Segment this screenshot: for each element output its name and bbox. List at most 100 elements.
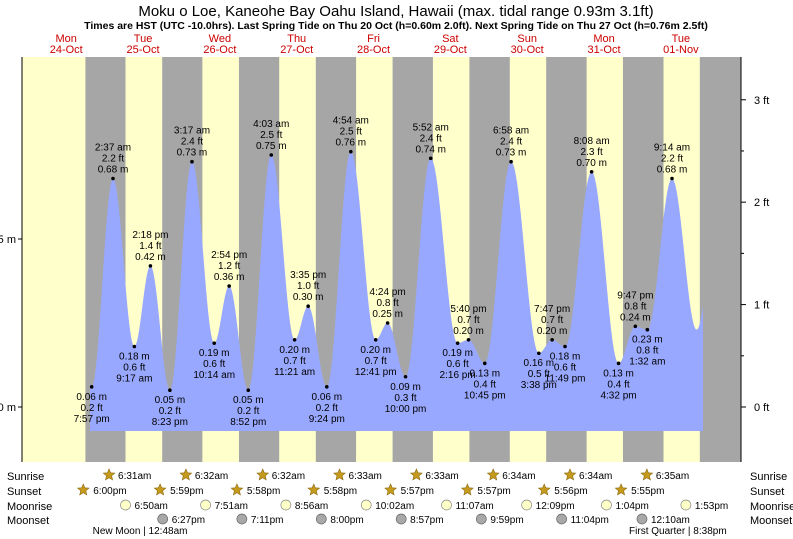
tide-point: [349, 149, 353, 154]
date-label: 26-Oct: [203, 44, 236, 56]
tide-water-area: [90, 151, 703, 431]
tide-point: [550, 338, 554, 342]
day-of-week-label: Sat: [442, 33, 459, 45]
tide-label-time: 11:49 pm: [545, 374, 586, 385]
tide-label-m: 0.13 m: [469, 368, 500, 379]
tide-label-m: 0.68 m: [657, 165, 688, 176]
tide-label-m: 0.13 m: [603, 368, 634, 379]
moonset-icon: [636, 513, 648, 525]
tide-point: [168, 388, 172, 393]
tide-label-ft: 2.2 ft: [661, 154, 683, 165]
day-of-week-label: Mon: [593, 33, 614, 45]
tide-point: [89, 385, 94, 389]
moon-phase-label: New Moon | 12:48am: [93, 526, 188, 537]
tide-label-m: 0.19 m: [442, 348, 473, 359]
moonrise-time: 8:56am: [295, 501, 328, 512]
tide-label-ft: 0.6 ft: [203, 359, 225, 370]
sunset-icon: [153, 483, 167, 496]
tide-label-ft: 2.4 ft: [420, 133, 442, 144]
tide-label-time: 4:32 pm: [600, 390, 636, 401]
date-label: 28-Oct: [357, 44, 390, 56]
moonset-time: 6:27pm: [172, 515, 205, 526]
moonset-icon: [475, 513, 487, 525]
tide-label-ft: 0.2 ft: [159, 406, 181, 417]
day-labels: Mon24-OctTue25-OctWed26-OctThu27-OctFri2…: [50, 33, 699, 56]
sunrise-time: 6:33am: [425, 471, 458, 482]
tide-label-ft: 0.6 ft: [123, 363, 145, 374]
tide-label-ft: 1.2 ft: [218, 261, 240, 272]
tide-label-ft: 0.4 ft: [607, 379, 629, 390]
tide-label-ft: 2.2 ft: [102, 154, 124, 165]
sunset-time: 5:58pm: [324, 486, 357, 497]
tide-label-time: 12:41 pm: [355, 367, 397, 378]
tide-point: [246, 388, 251, 393]
tide-label-time: 11:21 am: [274, 367, 315, 378]
tide-label-m: 0.18 m: [119, 352, 150, 363]
tide-point: [645, 327, 650, 332]
tide-label-ft: 0.7 ft: [457, 315, 479, 326]
tide-point: [212, 341, 217, 345]
tide-label-m: 0.18 m: [550, 352, 581, 363]
moonset-time: 12:10am: [651, 515, 690, 526]
left-tick-label: 0.0 m: [0, 402, 16, 414]
sunrise-icon: [179, 468, 193, 481]
row-label-right: Moonrise: [750, 501, 793, 513]
date-label: 25-Oct: [127, 44, 160, 56]
tide-label-time: 6:58 am: [493, 126, 529, 137]
chart-subtitle: Times are HST (UTC -10.0hrs). Last Sprin…: [84, 20, 708, 32]
tide-point: [633, 324, 638, 329]
tide-point: [616, 361, 621, 366]
sunset-time: 5:56pm: [554, 486, 587, 497]
tide-label-time: 4:24 pm: [370, 287, 406, 298]
moonrise-time: 11:07am: [456, 501, 494, 512]
moonset-icon: [157, 513, 169, 525]
date-label: 27-Oct: [280, 44, 313, 56]
date-label: 30-Oct: [511, 44, 544, 56]
right-tick-label: 1 ft: [754, 300, 769, 312]
tide-label-m: 0.23 m: [632, 335, 663, 346]
tide-label-m: 0.42 m: [135, 252, 166, 263]
tide-label-ft: 0.3 ft: [394, 393, 416, 404]
sunrise-time: 6:31am: [118, 471, 151, 482]
tide-label-time: 5:40 pm: [450, 304, 486, 315]
tide-point: [227, 284, 231, 288]
moonrise-icon: [441, 499, 452, 511]
tide-label-ft: 0.5 ft: [528, 369, 550, 380]
tide-point: [466, 338, 471, 342]
tide-label-ft: 0.2 ft: [316, 403, 338, 414]
tide-label-m: 0.20 m: [453, 326, 484, 337]
moonset-time: 8:00pm: [330, 515, 363, 526]
sunset-time: 5:59pm: [170, 486, 203, 497]
row-label-right: Moonset: [750, 515, 792, 527]
tide-label-m: 0.68 m: [98, 165, 129, 176]
tide-label-time: 8:23 pm: [152, 417, 188, 428]
tide-point: [589, 170, 594, 174]
tide-label-ft: 0.6 ft: [446, 359, 468, 370]
tide-label-m: 0.05 m: [233, 395, 264, 406]
sunset-icon: [230, 483, 244, 496]
right-tick-label: 2 ft: [754, 197, 769, 209]
tide-label-m: 0.74 m: [415, 144, 446, 155]
moonrise-time: 6:50am: [135, 501, 168, 512]
moonrise-time: 1:04pm: [615, 501, 648, 512]
sunrise-icon: [102, 468, 116, 481]
tide-points: 0.06 m0.2 ft7:57 pm2:37 am2.2 ft0.68 m0.…: [74, 116, 690, 429]
moonrise-icon: [280, 499, 292, 511]
sunrise-time: 6:34am: [502, 471, 535, 482]
day-of-week-label: Tue: [134, 33, 153, 45]
tide-label-time: 9:14 am: [654, 143, 690, 154]
sunset-icon: [307, 483, 321, 496]
sunset-time: 5:57pm: [477, 486, 510, 497]
day-of-week-label: Tue: [672, 33, 691, 45]
sunrise-icon: [486, 468, 500, 481]
tide-label-ft: 0.2 ft: [237, 406, 259, 417]
date-label: 24-Oct: [50, 44, 83, 56]
tide-label-ft: 0.7 ft: [283, 356, 305, 367]
moonset-icon: [315, 513, 327, 525]
tide-point: [455, 341, 460, 345]
tide-area: [90, 151, 703, 431]
tide-label-ft: 1.0 ft: [297, 281, 319, 292]
sunset-icon: [537, 483, 551, 496]
sunset-icon: [460, 483, 474, 496]
sunrise-time: 6:32am: [195, 471, 228, 482]
